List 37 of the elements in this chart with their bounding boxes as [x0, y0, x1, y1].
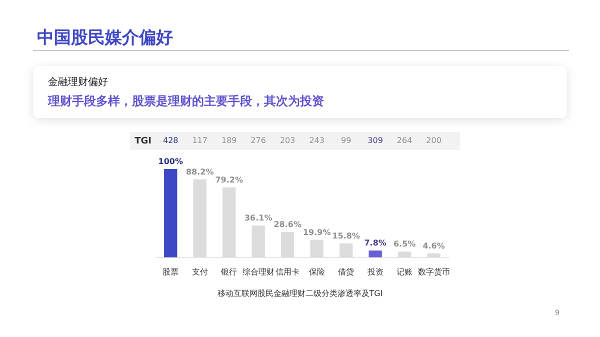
- data-label: 4.6%: [422, 241, 445, 250]
- x-tick-label: 支付: [192, 267, 208, 276]
- text: 200: [426, 136, 442, 146]
- headline-card: 金融理财偏好 理财手段多样，股票是理财的主要手段，其次为投资: [33, 66, 567, 118]
- x-tick-label: 记账: [396, 267, 413, 276]
- data-label: 15.8%: [332, 232, 360, 241]
- data-label: 100%: [158, 157, 183, 166]
- x-tick-label: 保险: [308, 267, 325, 276]
- data-label: 19.9%: [302, 228, 331, 237]
- text: 264: [396, 136, 412, 146]
- text: 117: [192, 136, 208, 146]
- text: 243: [309, 136, 324, 146]
- x-tick-label: 投资: [366, 267, 384, 276]
- bar: [368, 250, 382, 258]
- data-label: 36.1%: [244, 214, 272, 223]
- x-tick-label: 数字货币: [418, 267, 450, 276]
- text: 309: [368, 136, 383, 146]
- data-label: 6.5%: [393, 240, 416, 249]
- text: 99: [340, 136, 352, 146]
- text: 203: [280, 136, 296, 146]
- x-tick-label: 股票: [162, 267, 179, 276]
- chart-subtitle: 金融理财偏好: [48, 76, 108, 89]
- data-label: 79.2%: [215, 175, 243, 184]
- x-tick-label: 银行: [220, 267, 238, 276]
- data-label: 88.2%: [186, 168, 214, 177]
- x-tick-label: 信用卡: [276, 267, 300, 276]
- chart-title: 中国股民媒介偏好: [37, 27, 173, 49]
- x-tick-label: 借贷: [338, 267, 354, 276]
- x-tick-label: 综合理财: [242, 267, 274, 276]
- data-label: 7.8%: [364, 238, 386, 248]
- text: 189: [221, 136, 237, 146]
- x-axis-title: 移动互联网股民金融理财二级分类渗透率及TGI: [216, 288, 384, 299]
- data-label: 28.6%: [274, 220, 302, 230]
- text: TGI: [134, 136, 152, 146]
- text: 428: [162, 136, 178, 146]
- text: 276: [250, 136, 266, 146]
- bar: [164, 169, 178, 258]
